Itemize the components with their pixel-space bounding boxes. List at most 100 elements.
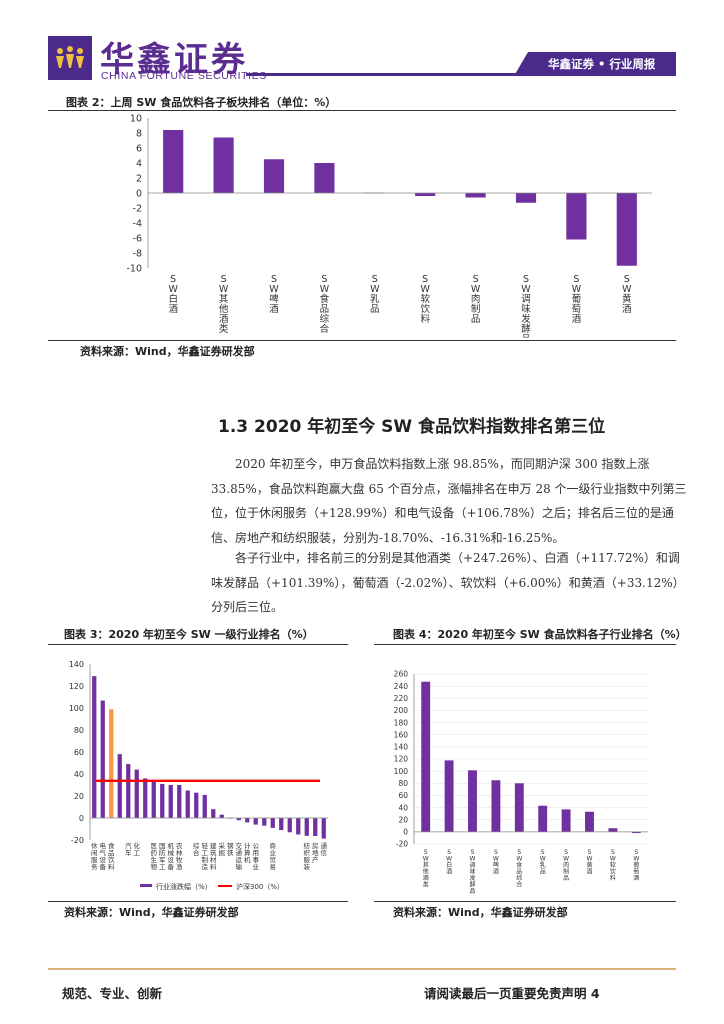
x-tick-label: S W 其他酒类 — [219, 274, 229, 335]
x-tick-label: 汽车 — [125, 841, 132, 857]
y-tick-label: 0 — [403, 828, 408, 837]
paragraph-1: 2020 年初至今，申万食品饮料指数上涨 98.85%，而同期沪深 300 指数… — [211, 457, 687, 545]
y-tick-label: -2 — [133, 203, 142, 214]
bar — [151, 781, 156, 818]
x-tick-label: S W 啤酒 — [493, 849, 499, 876]
bar — [160, 783, 165, 818]
figure3-source: 资料来源：Wind，华鑫证券研发部 — [64, 906, 239, 919]
figure4-chart: 260240220200180160140120100806040200-20S… — [394, 670, 648, 895]
bar — [514, 783, 524, 832]
logo-emblem — [48, 36, 92, 80]
y-tick-label: 20 — [398, 815, 408, 824]
y-tick-label: 60 — [74, 748, 84, 757]
figure4-top-rule — [374, 644, 676, 645]
bar — [296, 818, 301, 835]
y-tick-label: 20 — [74, 792, 84, 801]
y-tick-label: -10 — [126, 263, 142, 274]
bar — [143, 778, 148, 818]
x-tick-label: 国防军工 — [159, 842, 166, 871]
x-tick-label: S W 黄酒 — [586, 849, 592, 876]
bar — [263, 159, 285, 193]
figure3-top-rule — [48, 644, 348, 645]
x-tick-label: S W 白酒 — [168, 274, 178, 315]
x-tick-label: 农林牧渔 — [176, 841, 183, 871]
x-tick-label: 休闲服务 — [91, 841, 98, 871]
y-tick-label: 120 — [69, 682, 84, 691]
legend-bar-swatch — [140, 884, 152, 887]
bar — [126, 764, 131, 818]
x-tick-label: S W 乳品 — [370, 274, 380, 315]
x-tick-label: S W 葡萄酒 — [572, 274, 582, 325]
figure2-bottom-rule — [48, 340, 676, 341]
bar — [279, 818, 284, 831]
figure4-title: 图表 4：2020 年初至今 SW 食品饮料各子行业排名（%） — [393, 628, 687, 641]
bar — [421, 681, 431, 832]
x-tick-label: S W 软饮料 — [610, 849, 616, 882]
legend-line-label: 沪深300（%） — [236, 882, 284, 891]
y-tick-label: 160 — [394, 730, 409, 739]
y-tick-label: 2 — [136, 173, 142, 184]
bar — [194, 792, 199, 818]
logo-icon — [56, 46, 84, 68]
x-tick-label: S W 黄酒 — [622, 274, 632, 315]
bar — [444, 760, 454, 832]
y-tick-label: 120 — [394, 755, 409, 764]
x-tick-label: 公用事业 — [253, 842, 260, 871]
brand-name-cn: 华鑫证券 — [100, 40, 248, 80]
bar — [566, 193, 587, 240]
figure3-bottom-rule — [48, 901, 348, 902]
bar — [270, 818, 275, 828]
report-type: 华鑫证券 • 行业周报 — [548, 57, 656, 71]
figure2-top-rule — [48, 110, 676, 111]
bar — [608, 828, 618, 832]
x-tick-label: S W 食品综合 — [320, 274, 330, 335]
section-title: 1.3 2020 年初至今 SW 食品饮料指数排名第三位 — [218, 417, 606, 437]
y-tick-label: 4 — [136, 158, 142, 169]
figure2-chart: 10 8 6 4 2 0 -2 -4 -6 -8 -10 S W 白酒 S W 其他酒类 S W 啤酒 S W 食品综合 S W… — [126, 113, 652, 338]
bar — [304, 818, 309, 836]
x-tick-label: 通信 — [321, 841, 328, 857]
y-tick-label: 6 — [136, 143, 142, 154]
bar — [168, 785, 173, 818]
x-tick-label: 食品饮料 — [108, 841, 115, 871]
x-tick-label: S W 其他酒类 — [423, 849, 429, 889]
bar — [213, 137, 234, 193]
y-tick-label: 40 — [398, 803, 408, 812]
x-tick-label: 机械设备 — [168, 841, 175, 871]
bar — [631, 831, 641, 834]
bar — [585, 811, 594, 832]
bar — [515, 193, 537, 203]
x-tick-label: S W 乳品 — [540, 849, 546, 876]
y-tick-label: 40 — [74, 770, 84, 779]
header-tab — [514, 52, 676, 76]
bar — [185, 790, 190, 818]
bar — [465, 193, 486, 198]
bar — [177, 785, 182, 818]
bar — [202, 794, 207, 818]
bar — [314, 163, 335, 193]
x-tick-label: 医药生物 — [151, 842, 158, 871]
x-tick-label: 钢铁 — [227, 842, 234, 857]
header-rule — [246, 73, 676, 76]
y-tick-label: 140 — [394, 743, 409, 752]
y-tick-label: 180 — [394, 718, 409, 727]
y-tick-label: 80 — [74, 726, 84, 735]
y-tick-label: -4 — [133, 218, 142, 229]
x-tick-label: 采掘 — [219, 841, 226, 857]
bar — [287, 818, 292, 833]
y-tick-label: 0 — [136, 188, 142, 199]
x-tick-label: 综合 — [193, 841, 200, 857]
y-tick-label: 100 — [69, 704, 84, 713]
footer-slogan: 规范、专业、创新 — [62, 986, 163, 1001]
figure3-title: 图表 3：2020 年初至今 SW 一级行业排名（%） — [64, 628, 314, 641]
bar — [538, 805, 548, 832]
footer-disclaimer: 请阅读最后一页重要免责声明 4 — [424, 986, 600, 1001]
bar — [616, 193, 637, 266]
y-tick-label: 0 — [79, 814, 84, 823]
y-tick-label: -20 — [71, 836, 84, 845]
bar — [313, 818, 318, 836]
bar — [321, 818, 326, 839]
figure4-bottom-rule — [374, 901, 676, 902]
